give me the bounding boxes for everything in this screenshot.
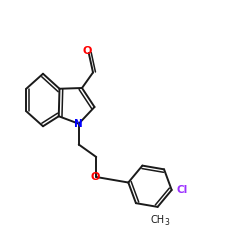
Text: 3: 3 <box>164 218 170 227</box>
Text: O: O <box>82 46 92 56</box>
Text: CH: CH <box>150 215 165 225</box>
Text: N: N <box>74 119 83 129</box>
Text: O: O <box>90 172 100 182</box>
Text: Cl: Cl <box>176 185 188 195</box>
